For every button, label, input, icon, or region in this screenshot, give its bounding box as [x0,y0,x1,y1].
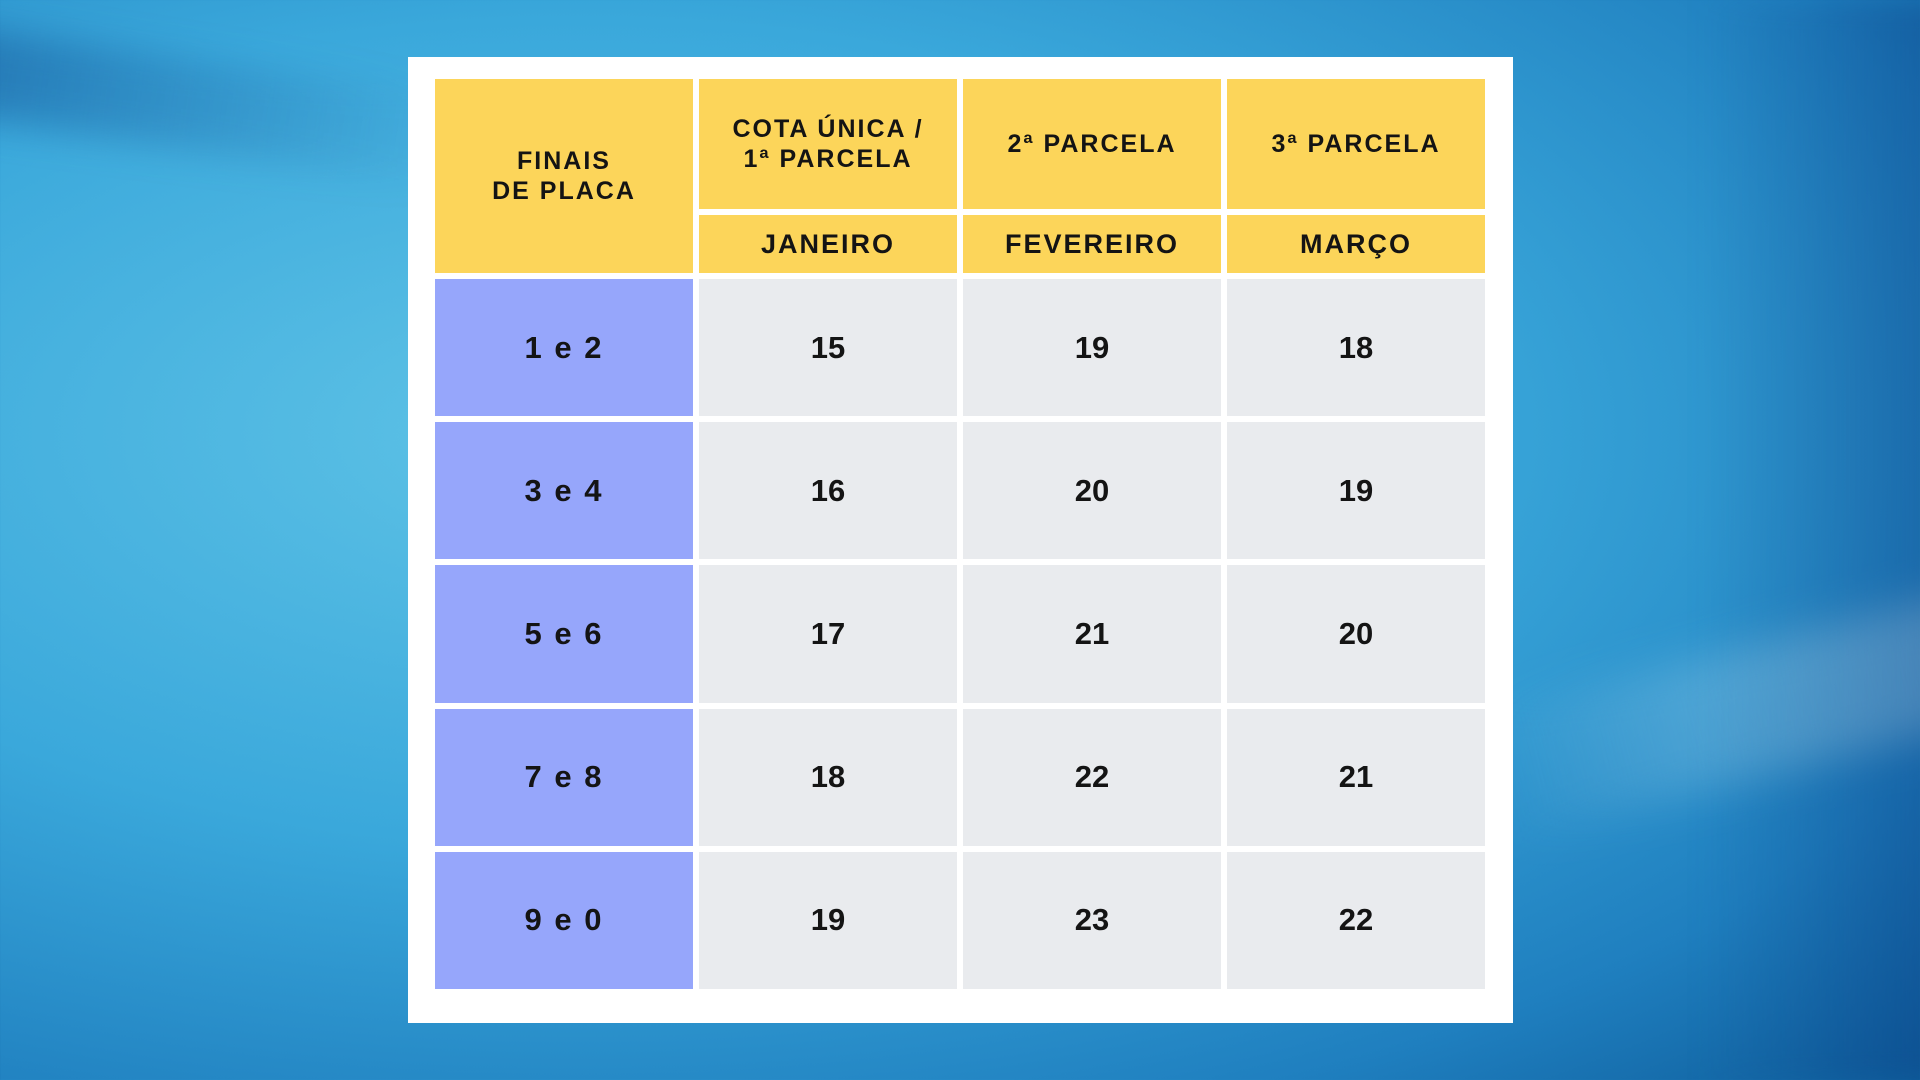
due-day-cell: 17 [699,565,957,703]
background-streak [1700,0,1920,1080]
due-day-cell: 15 [699,279,957,417]
table-row: 1 e 2 15 19 18 [435,279,1485,417]
installment-header-1-line2: 1ª PARCELA [743,145,913,173]
due-day-cell: 19 [963,279,1221,417]
corner-header-line2: DE PLACA [492,177,636,205]
due-day-cell: 22 [1227,851,1485,989]
table-row: 3 e 4 16 20 19 [435,422,1485,560]
due-day-cell: 22 [963,708,1221,846]
table-row: 5 e 6 17 21 20 [435,565,1485,703]
plate-ending-label: 5 e 6 [435,565,693,703]
installment-header-3-line1: 3ª PARCELA [1271,130,1441,158]
installment-header-2-line1: 2ª PARCELA [1007,130,1177,158]
corner-header: FINAIS DE PLACA [435,79,693,273]
background-streak [0,24,464,186]
installment-header-3: 3ª PARCELA [1227,79,1485,209]
due-day-cell: 19 [1227,422,1485,560]
installment-header-1: COTA ÚNICA / 1ª PARCELA [699,79,957,209]
table-row: 9 e 0 19 23 22 [435,851,1485,989]
due-day-cell: 20 [1227,565,1485,703]
plate-ending-label: 3 e 4 [435,422,693,560]
month-header-fevereiro: FEVEREIRO [963,215,1221,273]
schedule-card: FINAIS DE PLACA COTA ÚNICA / 1ª PARCELA … [408,57,1513,1023]
due-day-cell: 23 [963,851,1221,989]
due-day-cell: 18 [699,708,957,846]
background-streak [1471,589,1920,841]
month-header-janeiro: JANEIRO [699,215,957,273]
plate-ending-label: 7 e 8 [435,708,693,846]
due-day-cell: 21 [963,565,1221,703]
due-day-cell: 20 [963,422,1221,560]
plate-ending-label: 1 e 2 [435,279,693,417]
ipva-schedule-table: FINAIS DE PLACA COTA ÚNICA / 1ª PARCELA … [429,73,1491,995]
due-day-cell: 16 [699,422,957,560]
due-day-cell: 18 [1227,279,1485,417]
corner-header-line1: FINAIS [517,147,611,175]
installment-header-1-line1: COTA ÚNICA / [732,115,924,143]
installment-header-2: 2ª PARCELA [963,79,1221,209]
due-day-cell: 19 [699,851,957,989]
due-day-cell: 21 [1227,708,1485,846]
month-header-marco: MARÇO [1227,215,1485,273]
plate-ending-label: 9 e 0 [435,851,693,989]
table-row: 7 e 8 18 22 21 [435,708,1485,846]
